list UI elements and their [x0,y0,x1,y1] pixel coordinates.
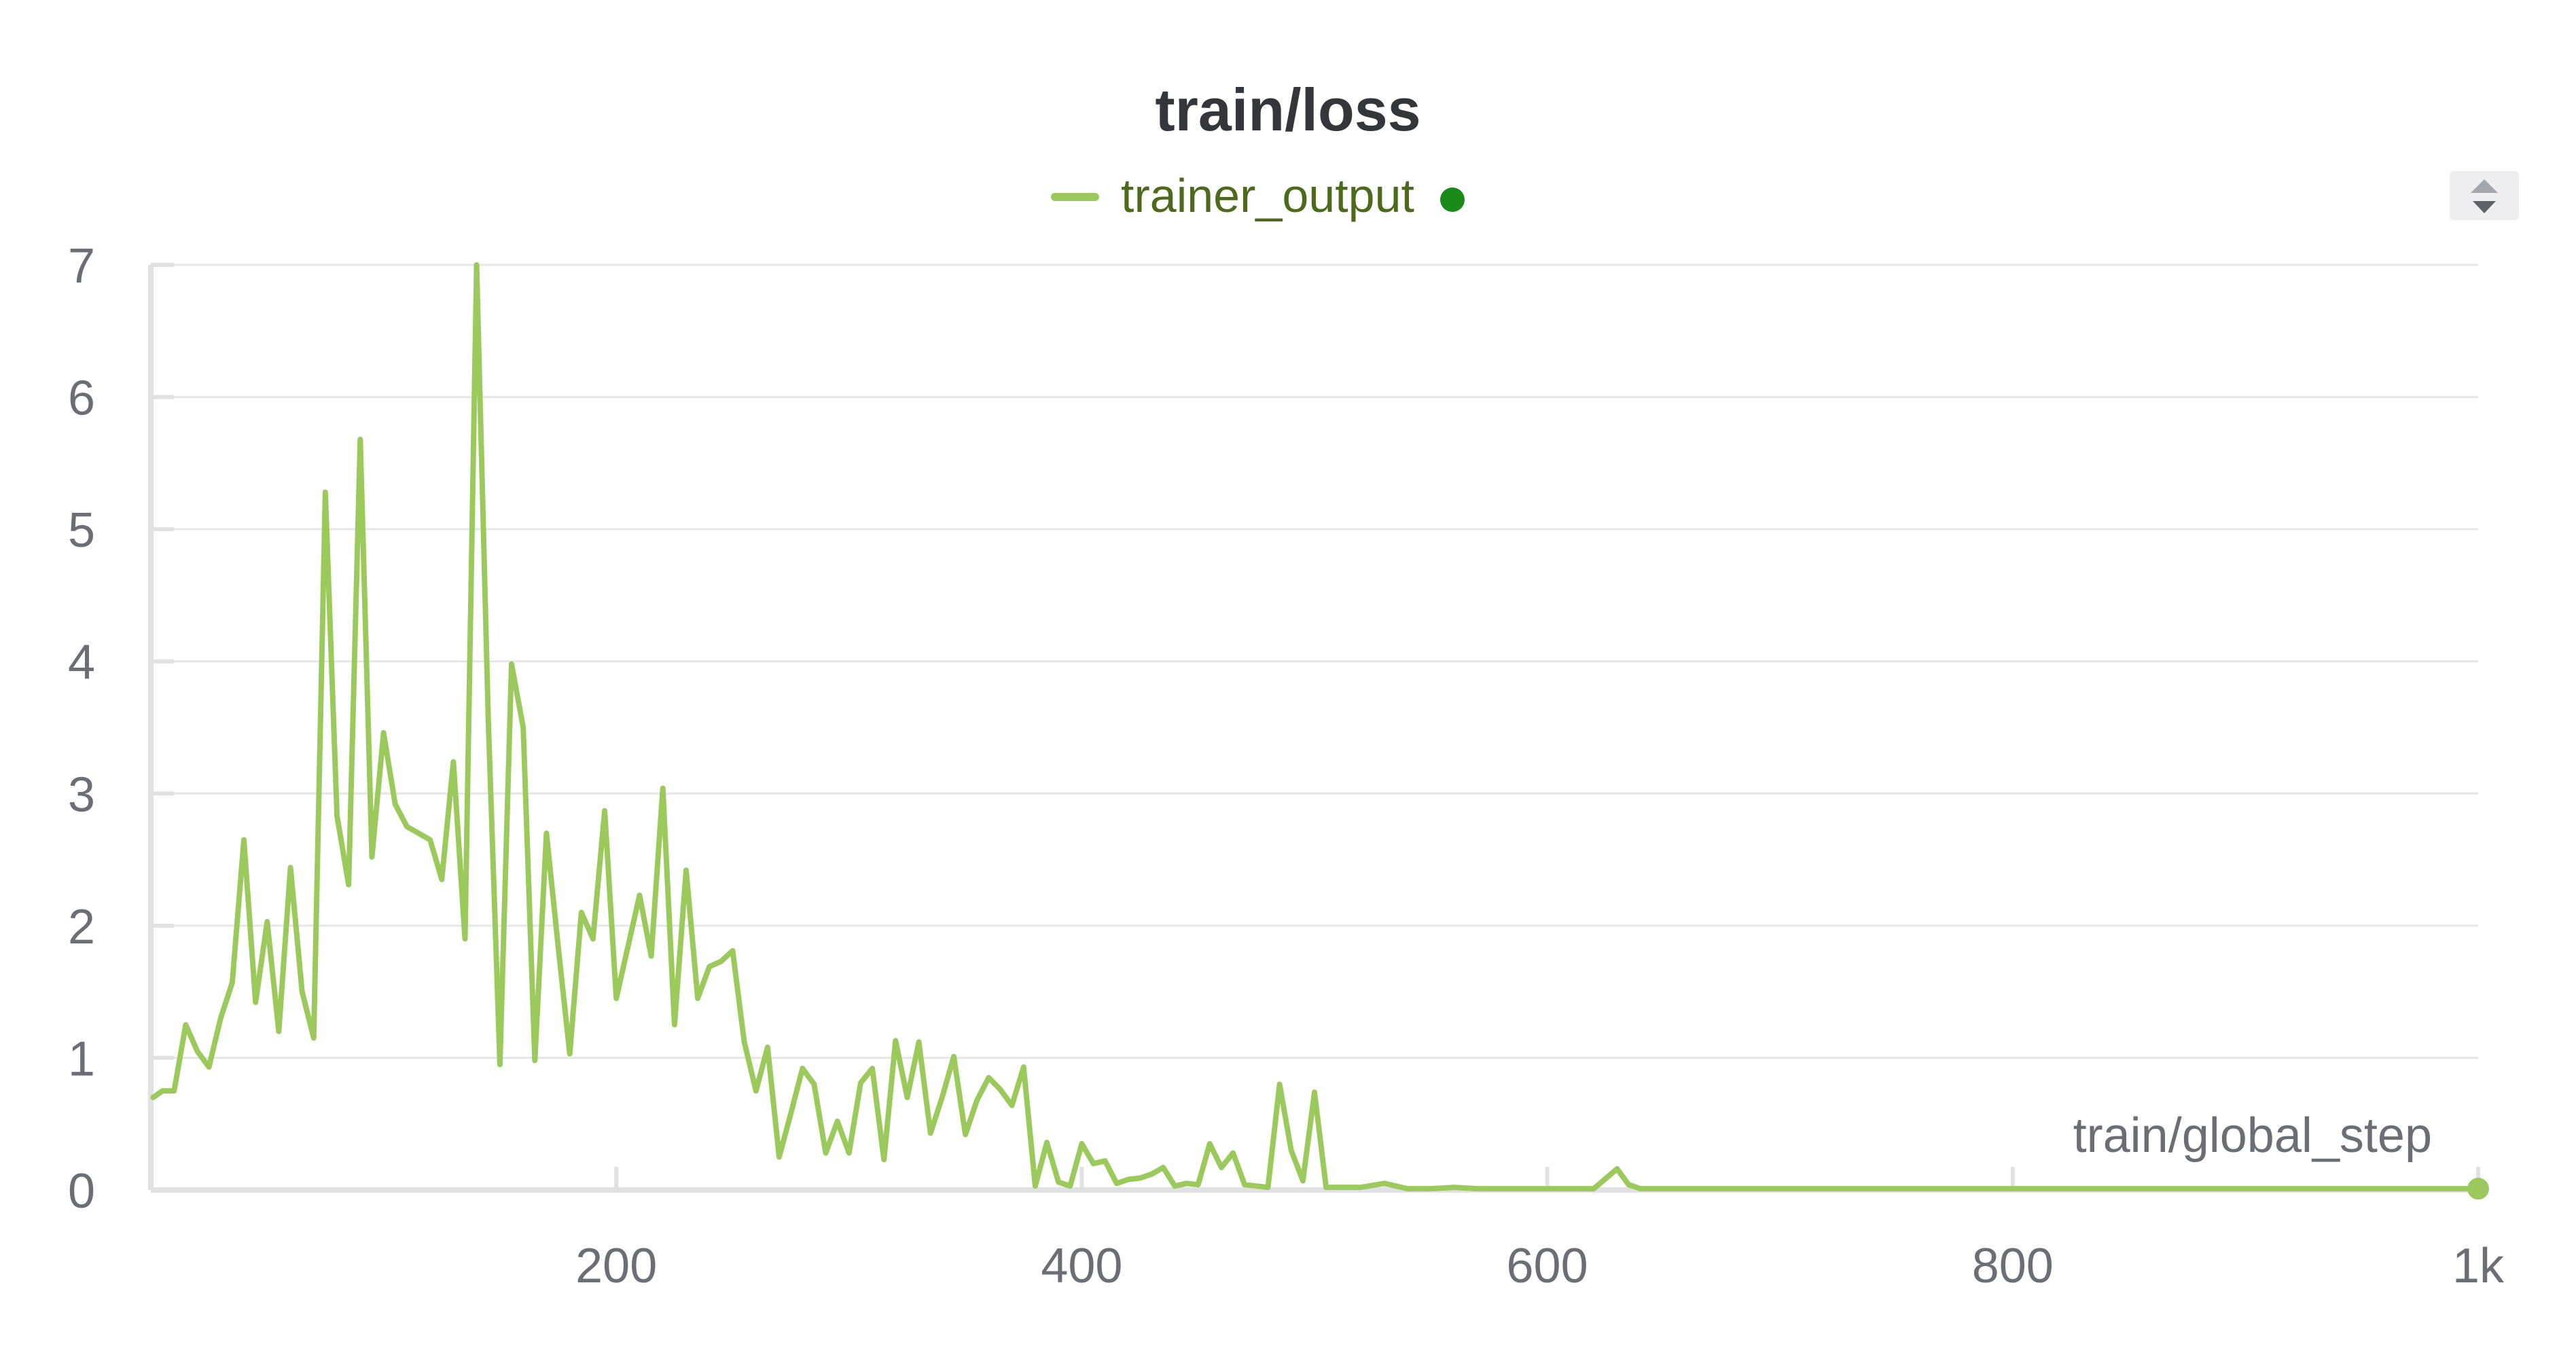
series-endpoint-marker [2467,1178,2489,1200]
y-tick-label: 6 [68,372,95,426]
series-layer [150,262,2489,1200]
y-tick-label: 0 [68,1164,95,1219]
legend[interactable]: trainer_output [1051,169,1465,222]
legend-scroll-control[interactable] [2450,171,2519,220]
x-axis-title: train/global_step [2073,1108,2432,1163]
scroll-up-icon[interactable] [2471,179,2498,193]
y-tick-label: 1 [68,1032,95,1086]
y-tick-label: 3 [68,768,95,822]
y-tick-label: 5 [68,503,95,558]
run-status-dot [1440,187,1465,212]
y-tick-label: 4 [68,636,95,690]
x-tick-label: 200 [575,1239,657,1293]
legend-label: trainer_output [1121,169,1414,222]
chart-title: train/loss [1155,76,1420,143]
legend-scroll-background [2450,171,2519,220]
scroll-down-icon[interactable] [2473,201,2496,213]
grid [151,264,2478,1059]
x-tick-label: 400 [1041,1239,1122,1293]
y-tick-label: 7 [68,239,95,293]
x-tick-label: 600 [1507,1239,1588,1293]
y-tick-label: 2 [68,900,95,954]
series-line-trainer_output[interactable] [150,262,2481,1192]
x-tick-label: 1k [2452,1239,2505,1293]
x-tick-label: 800 [1972,1239,2054,1293]
y-axis: 0 1 2 3 4 5 6 7 [68,239,174,1219]
